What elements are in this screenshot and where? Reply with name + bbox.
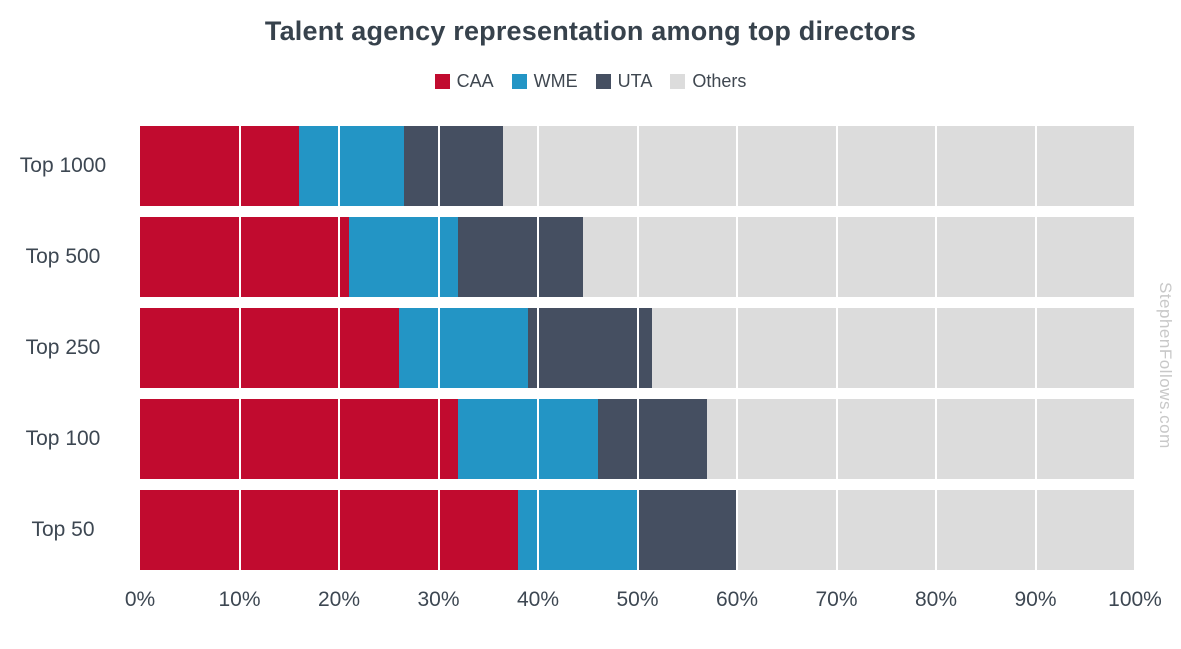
bar-segment-caa: [140, 217, 349, 297]
legend-swatch-wme: [511, 74, 527, 89]
stacked-bar: [140, 126, 1135, 206]
chart-title: Talent agency representation among top d…: [264, 16, 917, 46]
x-tick-label: 80%: [914, 588, 958, 611]
x-tick-label: 10%: [218, 588, 261, 611]
x-tick-label: 50%: [616, 588, 659, 611]
bar-segment-caa: [140, 308, 399, 388]
bar-segment-uta: [597, 399, 708, 479]
legend-label: UTA: [617, 71, 653, 91]
bar-rows: Top 1000 Top 500 Top 250 Top 100 Top 50: [0, 126, 1135, 570]
legend-item-uta: UTA: [595, 71, 653, 92]
bar-segment-wme: [458, 399, 598, 479]
bar-segment-others: [736, 490, 1135, 570]
category-label: Top 100: [25, 427, 101, 450]
bar-segment-wme: [299, 126, 404, 206]
bar-segment-others: [503, 126, 1135, 206]
bar-segment-others: [652, 308, 1135, 388]
bar-segment-wme: [348, 217, 459, 297]
legend-swatch-uta: [595, 74, 611, 89]
watermark: StephenFollows.com: [1156, 282, 1175, 449]
bar-row: Top 250: [0, 308, 1135, 388]
bar-segment-wme: [398, 308, 529, 388]
x-tick-label: 0%: [124, 588, 156, 611]
legend-label: CAA: [456, 71, 494, 91]
category-label: Top 250: [25, 336, 101, 359]
legend-item-caa: CAA: [434, 71, 494, 92]
bar-row: Top 50: [0, 490, 1135, 570]
legend-label: Others: [692, 71, 747, 91]
stacked-bar: [140, 490, 1135, 570]
x-tick-label: 60%: [715, 588, 759, 611]
stacked-bar: [140, 399, 1135, 479]
x-tick-label: 20%: [317, 588, 361, 611]
legend-item-others: Others: [670, 71, 746, 92]
x-axis: 0% 10% 20% 30% 40% 50% 60% 70% 80% 90% 100%: [125, 588, 1162, 616]
bar-segment-uta: [637, 490, 737, 570]
stacked-bar: [140, 308, 1135, 388]
bar-segment-others: [582, 217, 1135, 297]
category-label: Top 50: [31, 518, 95, 541]
bar-segment-caa: [140, 399, 459, 479]
bar-segment-uta: [458, 217, 583, 297]
bar-row: Top 500: [0, 217, 1135, 297]
category-label: Top 500: [25, 245, 101, 268]
x-tick-label: 40%: [516, 588, 560, 611]
x-tick-label: 90%: [1014, 588, 1057, 611]
x-tick-label: 30%: [417, 588, 460, 611]
stacked-bar: [140, 217, 1135, 297]
legend-swatch-caa: [434, 74, 450, 89]
bar-row: Top 100: [0, 399, 1135, 479]
x-tick-label: 70%: [815, 588, 858, 611]
bar-segment-uta: [528, 308, 653, 388]
bar-segment-wme: [518, 490, 638, 570]
bar-segment-caa: [140, 126, 300, 206]
bar-row: Top 1000: [0, 126, 1135, 206]
bar-segment-uta: [403, 126, 504, 206]
legend: CAA WME UTA Others: [0, 71, 1181, 92]
bar-segment-others: [707, 399, 1135, 479]
legend-item-wme: WME: [511, 71, 578, 92]
plot-area: Top 1000 Top 500 Top 250 Top 100 Top 50: [0, 126, 1136, 570]
bar-segment-caa: [140, 490, 519, 570]
legend-label: WME: [533, 71, 578, 91]
x-tick-label: 100%: [1108, 588, 1162, 611]
category-label: Top 1000: [19, 154, 107, 177]
legend-swatch-others: [670, 74, 686, 89]
